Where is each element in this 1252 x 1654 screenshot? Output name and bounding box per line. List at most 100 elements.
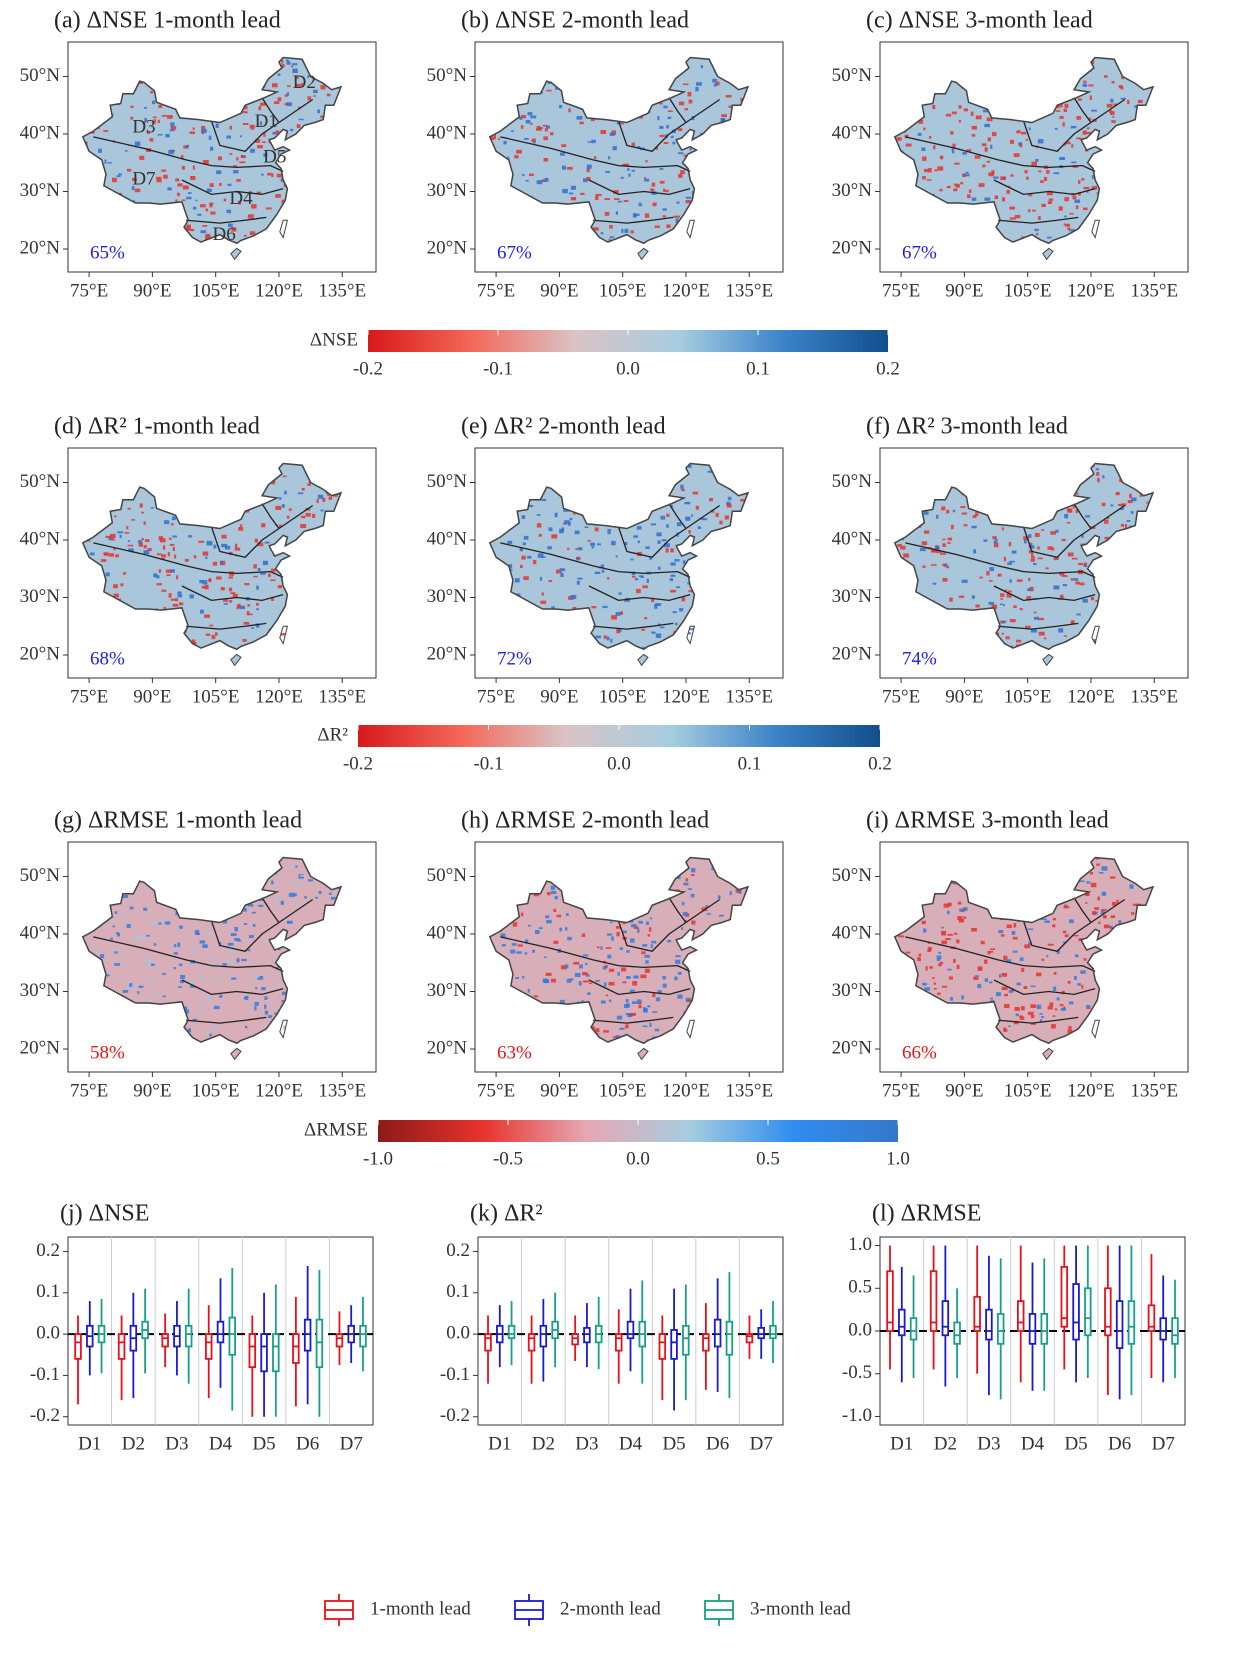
texture-speck — [108, 162, 112, 164]
texture-speck — [644, 177, 646, 179]
texture-speck — [197, 214, 201, 216]
x-tick-label: 75°E — [882, 1080, 920, 1101]
texture-speck — [947, 542, 950, 544]
x-tick-label: 75°E — [477, 686, 515, 707]
texture-speck — [1034, 229, 1038, 231]
texture-speck — [651, 189, 655, 191]
texture-speck — [988, 172, 993, 176]
texture-speck — [278, 97, 282, 101]
texture-speck — [942, 941, 947, 945]
texture-speck — [205, 995, 210, 998]
texture-speck — [537, 126, 541, 129]
texture-speck — [118, 173, 122, 175]
texture-speck — [140, 503, 143, 507]
texture-speck — [1034, 617, 1039, 620]
texture-speck — [254, 1002, 258, 1006]
texture-speck — [607, 955, 611, 959]
texture-speck — [238, 527, 243, 531]
texture-speck — [1127, 100, 1129, 104]
texture-speck — [254, 1006, 256, 1010]
texture-speck — [962, 152, 966, 155]
y-tick-label: 20°N — [832, 643, 873, 664]
texture-speck — [610, 133, 615, 136]
y-tick-label: 40°N — [20, 528, 61, 549]
texture-speck — [231, 977, 236, 979]
texture-speck — [933, 145, 935, 149]
texture-speck — [650, 917, 652, 919]
texture-speck — [543, 158, 548, 161]
texture-speck — [1020, 957, 1024, 961]
texture-speck — [568, 108, 570, 112]
texture-speck — [1064, 104, 1068, 108]
texture-speck — [1062, 539, 1066, 541]
texture-speck — [658, 567, 660, 570]
texture-speck — [920, 548, 926, 551]
x-tick-label: 135°E — [318, 1080, 366, 1101]
texture-speck — [526, 120, 531, 124]
texture-speck — [1063, 931, 1066, 934]
texture-speck — [642, 585, 647, 588]
texture-speck — [221, 535, 226, 539]
texture-speck — [579, 122, 584, 125]
texture-speck — [691, 515, 693, 517]
texture-speck — [630, 230, 633, 233]
x-tick-label: 90°E — [133, 1080, 171, 1101]
x-tick-label: 90°E — [540, 280, 578, 301]
texture-speck — [216, 577, 222, 580]
texture-speck — [964, 916, 967, 918]
texture-speck — [929, 966, 933, 968]
colorbar-title: ΔRMSE — [304, 1119, 368, 1140]
texture-speck — [224, 199, 226, 202]
annotation: 65% — [90, 242, 125, 263]
texture-speck — [173, 547, 175, 551]
texture-speck — [1032, 210, 1036, 212]
texture-speck — [179, 964, 183, 966]
x-tick-label: 135°E — [318, 280, 366, 301]
texture-speck — [947, 566, 950, 568]
texture-speck — [675, 955, 680, 957]
texture-speck — [1013, 951, 1018, 953]
texture-speck — [1111, 915, 1116, 918]
texture-speck — [537, 180, 543, 184]
texture-speck — [623, 981, 627, 983]
texture-speck — [229, 576, 233, 578]
x-tick-label: 135°E — [1130, 1080, 1178, 1101]
texture-speck — [676, 202, 679, 204]
texture-speck — [575, 973, 581, 977]
texture-speck — [591, 606, 596, 608]
texture-speck — [287, 85, 291, 87]
texture-speck — [1061, 1008, 1066, 1011]
texture-speck — [1008, 591, 1012, 593]
texture-speck — [1075, 582, 1080, 585]
texture-speck — [161, 554, 166, 557]
texture-speck — [540, 601, 546, 604]
region-label: D5 — [263, 147, 286, 168]
texture-speck — [567, 548, 569, 550]
texture-speck — [150, 138, 154, 142]
texture-speck — [986, 571, 989, 575]
panel-title: (d) ΔR² 1-month lead — [54, 414, 260, 440]
texture-speck — [557, 915, 562, 917]
texture-speck — [932, 977, 934, 979]
texture-speck — [253, 924, 256, 927]
texture-speck — [1098, 897, 1100, 901]
texture-speck — [647, 1005, 650, 1007]
texture-speck — [660, 516, 665, 520]
box — [293, 1334, 299, 1363]
texture-speck — [177, 193, 180, 196]
texture-speck — [153, 573, 157, 577]
texture-speck — [1004, 557, 1006, 561]
texture-speck — [199, 1003, 203, 1006]
texture-speck — [1052, 924, 1055, 927]
texture-speck — [1119, 85, 1123, 88]
y-tick-label: 40°N — [427, 922, 468, 943]
texture-speck — [1063, 584, 1067, 586]
texture-speck — [945, 938, 950, 940]
texture-speck — [145, 539, 150, 542]
texture-speck — [544, 979, 550, 983]
y-tick-label: 20°N — [20, 643, 61, 664]
texture-speck — [989, 580, 993, 582]
texture-speck — [182, 166, 185, 170]
texture-speck — [542, 499, 547, 501]
texture-speck — [128, 508, 131, 510]
